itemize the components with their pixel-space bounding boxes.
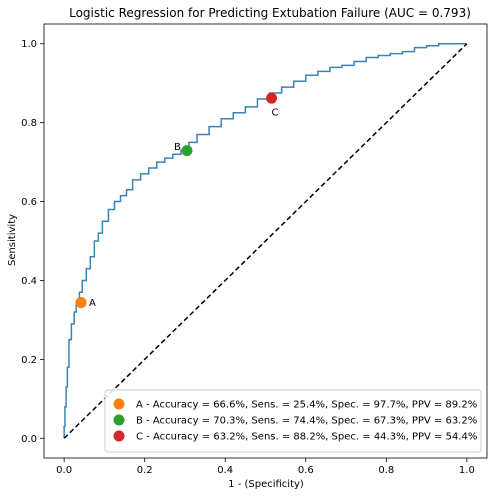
point-label-a: A bbox=[89, 298, 96, 309]
y-tick-label: 0.2 bbox=[21, 355, 37, 366]
point-c bbox=[266, 92, 278, 104]
point-label-b: B bbox=[174, 142, 181, 153]
legend-marker-b bbox=[113, 414, 125, 426]
x-tick-label: 0.4 bbox=[217, 465, 233, 476]
chart-title: Logistic Regression for Predicting Extub… bbox=[69, 6, 471, 20]
x-tick-label: 0.6 bbox=[298, 465, 314, 476]
x-tick-label: 0.0 bbox=[56, 465, 72, 476]
y-tick-label: 0.6 bbox=[21, 197, 37, 208]
legend-frame bbox=[104, 389, 482, 453]
y-tick-label: 1.0 bbox=[21, 39, 37, 50]
point-label-c: C bbox=[272, 108, 279, 119]
point-b bbox=[181, 145, 193, 157]
legend-marker-c bbox=[113, 430, 125, 442]
y-axis-title: Sensitivity bbox=[7, 214, 18, 266]
x-tick-label: 0.8 bbox=[378, 465, 394, 476]
x-axis-title: 1 - (Specificity) bbox=[228, 479, 304, 490]
legend-marker-a bbox=[113, 398, 125, 410]
y-tick-label: 0.8 bbox=[21, 118, 37, 129]
legend-entry-b: B - Accuracy = 70.3%, Sens. = 74.4%, Spe… bbox=[136, 416, 477, 427]
legend-entry-c: C - Accuracy = 63.2%, Sens. = 88.2%, Spe… bbox=[136, 432, 477, 443]
x-tick-label: 1.0 bbox=[459, 465, 475, 476]
legend: A - Accuracy = 66.6%, Sens. = 25.4%, Spe… bbox=[104, 389, 482, 453]
point-a bbox=[75, 297, 87, 309]
plot-area: 0.0 0.2 0.4 0.6 0.8 1.0 0.0 0.2 0.4 0.6 0.8 1.0 A B C bbox=[21, 23, 488, 476]
legend-entry-a: A - Accuracy = 66.6%, Sens. = 25.4%, Spe… bbox=[136, 400, 477, 411]
plot-frame bbox=[43, 23, 488, 459]
y-tick-label: 0.0 bbox=[21, 434, 37, 445]
y-tick-label: 0.4 bbox=[21, 276, 37, 287]
x-tick-label: 0.2 bbox=[137, 465, 153, 476]
chance-line bbox=[63, 43, 468, 439]
